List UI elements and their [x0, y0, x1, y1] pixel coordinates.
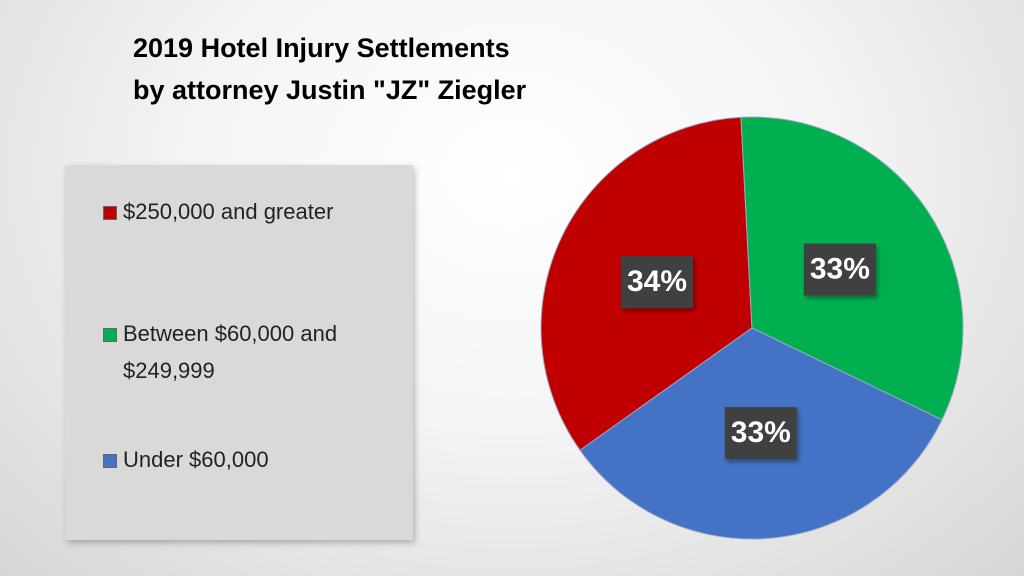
legend: $250,000 and greater Between $60,000 and … — [65, 165, 413, 540]
legend-swatch — [103, 206, 117, 220]
data-label: 34% — [627, 265, 687, 298]
data-label: 33% — [810, 253, 870, 286]
chart-title: by attorney Justin "JZ" Ziegler — [133, 75, 527, 105]
legend-swatch — [103, 328, 117, 342]
pie: 34% 33% 33% — [540, 116, 964, 540]
legend-label: Between $60,000 and $249,999 — [123, 321, 338, 383]
label-box — [724, 407, 797, 460]
label-box — [621, 256, 694, 309]
legend-item: Under $60,000 — [103, 441, 373, 478]
legend-item: Between $60,000 and $249,999 — [103, 315, 373, 389]
data-label: 33% — [731, 416, 791, 449]
legend-swatch — [103, 454, 117, 468]
chart-title: 2019 Hotel Injury Settlements — [133, 33, 510, 63]
label-box — [803, 243, 876, 296]
legend-item: $250,000 and greater — [103, 193, 373, 230]
legend-label: $250,000 and greater — [123, 199, 334, 224]
legend-label: Under $60,000 — [123, 447, 269, 472]
